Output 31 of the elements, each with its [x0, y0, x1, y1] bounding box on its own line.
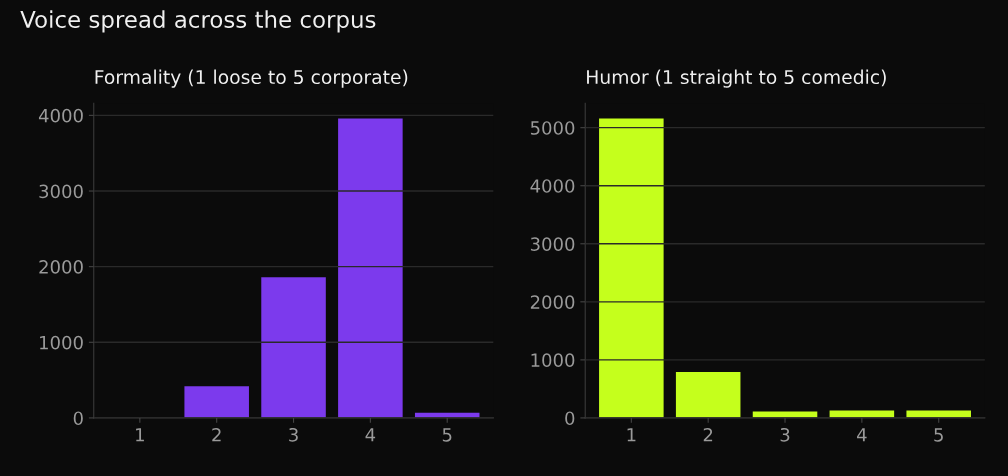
x-tick-label: 2 [212, 427, 221, 442]
bar [338, 118, 403, 418]
y-tick-label: 4000 [530, 179, 575, 193]
x-tick-label: 2 [703, 427, 713, 442]
x-tick-label: 5 [442, 428, 452, 442]
bar [675, 372, 741, 418]
bar [184, 386, 249, 418]
x-tick-label: 1 [136, 428, 144, 442]
x-tick-label: 4 [365, 428, 376, 442]
y-tick-label: 1000 [531, 353, 575, 367]
y-tick-label: 0 [73, 411, 83, 426]
x-tick-label: 4 [857, 428, 867, 442]
y-tick-label: 5000 [530, 121, 575, 135]
y-tick-label: 3000 [530, 237, 575, 251]
chart-title: Formality (1 loose to 5 corporate) [95, 69, 408, 88]
y-tick-label: 1000 [40, 335, 83, 350]
x-tick-label: 3 [780, 427, 790, 442]
y-tick-label: 0 [565, 411, 575, 426]
text: Voice spread across the corpus [20, 10, 376, 33]
bar [829, 410, 895, 418]
bar [599, 118, 664, 418]
y-tick-label: 2000 [39, 260, 83, 274]
y-tick-label: 2000 [530, 295, 575, 309]
x-tick-label: 5 [934, 428, 943, 442]
bar [261, 277, 326, 418]
x-tick-label: 1 [627, 428, 636, 442]
y-tick-label: 3000 [39, 184, 83, 199]
y-tick-label: 4000 [38, 108, 83, 123]
chart-title: Humor (1 straight to 5 comedic) [587, 69, 886, 88]
x-tick-label: 3 [289, 427, 298, 442]
bar [906, 410, 971, 418]
